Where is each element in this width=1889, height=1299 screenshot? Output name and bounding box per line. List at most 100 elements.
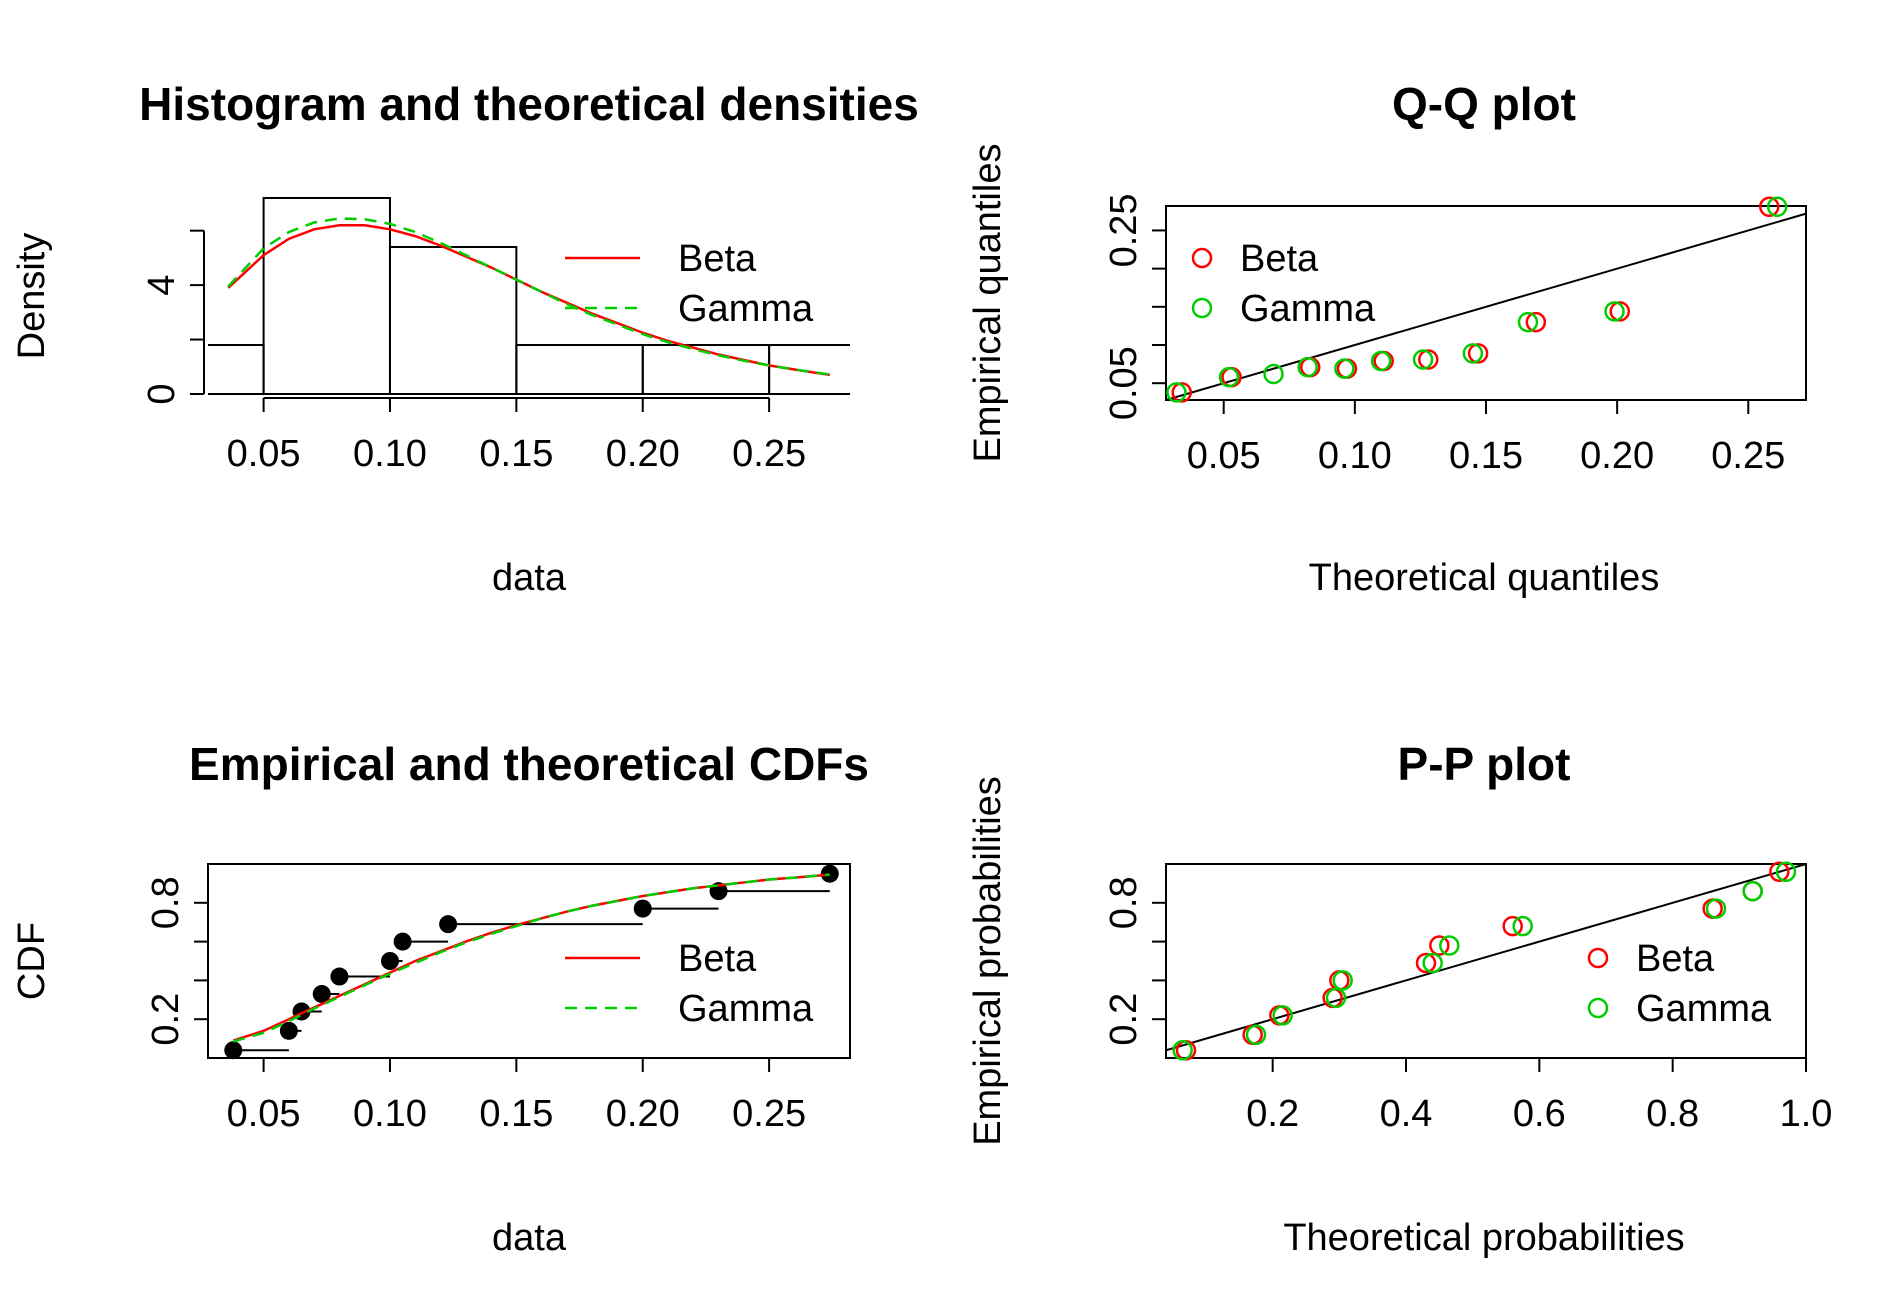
x-tick-label: 0.10 [1318,435,1392,477]
y-axis-label: CDF [11,922,53,1000]
x-tick-label: 0.25 [732,433,806,475]
reference-line [1165,212,1807,401]
x-axis-label: data [492,557,567,599]
legend-label: Gamma [678,988,814,1030]
x-tick-label: 0.15 [479,1093,553,1135]
legend-label: Gamma [1240,288,1376,330]
ecdf-point [312,984,331,1003]
data-point-gamma [1462,343,1484,364]
data-point-beta [1171,382,1192,403]
x-axis-label: data [492,1217,567,1259]
data-point-gamma [1766,196,1788,218]
y-tick-label: 4 [141,275,183,296]
data-point-beta [1415,952,1437,974]
y-tick-label: 0.2 [145,993,187,1046]
histogram-bar [768,344,850,394]
panel-3: Empirical and theoretical CDFs data CDF 0.0… [11,738,869,1259]
legend: Beta Gamma [565,938,814,1030]
x-tick-label: 0.6 [1513,1093,1566,1135]
legend-swatch [1587,947,1609,969]
x-tick-label: 1.0 [1780,1093,1833,1135]
x-tick-label: 0.05 [227,1093,301,1135]
data-point-beta [1418,349,1439,370]
histogram-bar [208,344,265,394]
data-point-gamma [1263,363,1284,385]
data-point-beta [1467,343,1489,364]
x-tick-label: 0.15 [479,433,553,475]
data-point-beta [1502,915,1523,937]
y-tick-label: 0.8 [1103,876,1145,929]
legend-swatch [1191,247,1213,269]
data-point-gamma [1218,366,1240,388]
x-tick-label: 0.20 [1580,435,1654,477]
ecdf-point [330,967,349,986]
x-tick-label: 0.25 [732,1093,806,1135]
chart-title: Histogram and theoretical densities [139,78,919,130]
data-point-gamma [1370,350,1392,372]
data-point-beta [1759,196,1780,218]
ecdf-point [393,932,412,951]
data-point-gamma [1604,301,1625,322]
x-axis-label: Theoretical quantiles [1309,557,1660,599]
data-point-gamma [1332,970,1353,991]
ecdf-point [633,899,652,918]
y-axis-label: Empirical probabilities [967,776,1009,1146]
histogram-bar [388,246,518,394]
legend-swatch [1191,297,1213,319]
legend: Beta Gamma [1191,238,1376,330]
panel-2: Q-Q plot Theoretical quantiles Empirical q… [967,78,1807,599]
legend-label: Beta [1240,238,1319,280]
data-point-gamma [1166,382,1187,403]
ecdf-point [224,1041,243,1060]
data-point-beta [1769,861,1790,883]
legend-label: Beta [1636,938,1715,980]
legend: Beta Gamma [565,238,814,330]
chart-title: P-P plot [1398,738,1571,790]
data-point-gamma [1412,349,1434,370]
panel-1: Histogram and theoretical densities data D… [11,78,919,599]
y-tick-label: 0.25 [1103,193,1145,267]
data-point-gamma [1325,987,1347,1009]
x-tick-label: 0.8 [1646,1093,1699,1135]
x-axis-label: Theoretical probabilities [1283,1217,1684,1259]
data-point-gamma [1297,356,1318,378]
ecdf-point [820,864,839,883]
x-tick-label: 0.25 [1711,435,1785,477]
panel-4: P-P plot Theoretical probabilities Empiric… [967,738,1832,1259]
legend: Beta Gamma [1587,938,1772,1030]
x-tick-label: 0.10 [353,433,427,475]
y-tick-label: 0.8 [145,876,187,929]
data-point-gamma [1705,898,1727,919]
y-tick-label: 0.05 [1103,346,1145,420]
y-tick-label: 0.2 [1103,993,1145,1046]
x-tick-label: 0.15 [1449,435,1523,477]
data-point-gamma [1439,935,1460,956]
series-line-gamma [232,873,830,1043]
legend-label: Gamma [1636,988,1772,1030]
ecdf-point [380,952,399,970]
ecdf-point [439,915,458,934]
data-point-gamma [1517,311,1539,333]
x-tick-label: 0.05 [1187,435,1261,477]
x-tick-label: 0.4 [1380,1093,1433,1135]
chart-title: Q-Q plot [1392,78,1576,130]
ecdf-point [279,1021,298,1040]
series-line-gamma [227,217,830,376]
data-point-gamma [1172,1039,1193,1061]
x-tick-label: 0.20 [606,1093,680,1135]
reference-line [1165,863,1807,1052]
data-point-gamma [1742,880,1763,902]
legend-label: Beta [678,938,757,980]
legend-label: Gamma [678,288,814,330]
x-tick-label: 0.05 [227,433,301,475]
y-axis-label: Empirical quantiles [967,144,1009,463]
y-tick-label: 0 [141,383,183,404]
y-axis-label: Density [11,233,53,360]
chart-title: Empirical and theoretical CDFs [189,738,869,790]
data-point-beta [1609,301,1631,322]
x-tick-label: 0.2 [1246,1093,1299,1135]
data-point-gamma [1272,1005,1293,1026]
data-point-gamma [1775,861,1797,883]
data-point-gamma [1422,952,1443,974]
